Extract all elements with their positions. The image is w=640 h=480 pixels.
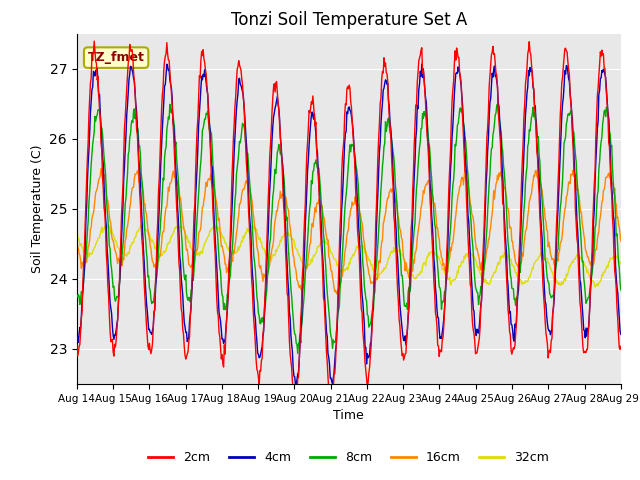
- Y-axis label: Soil Temperature (C): Soil Temperature (C): [31, 144, 44, 273]
- Title: Tonzi Soil Temperature Set A: Tonzi Soil Temperature Set A: [230, 11, 467, 29]
- Legend: 2cm, 4cm, 8cm, 16cm, 32cm: 2cm, 4cm, 8cm, 16cm, 32cm: [143, 446, 554, 469]
- Text: TZ_fmet: TZ_fmet: [88, 51, 145, 64]
- X-axis label: Time: Time: [333, 409, 364, 422]
